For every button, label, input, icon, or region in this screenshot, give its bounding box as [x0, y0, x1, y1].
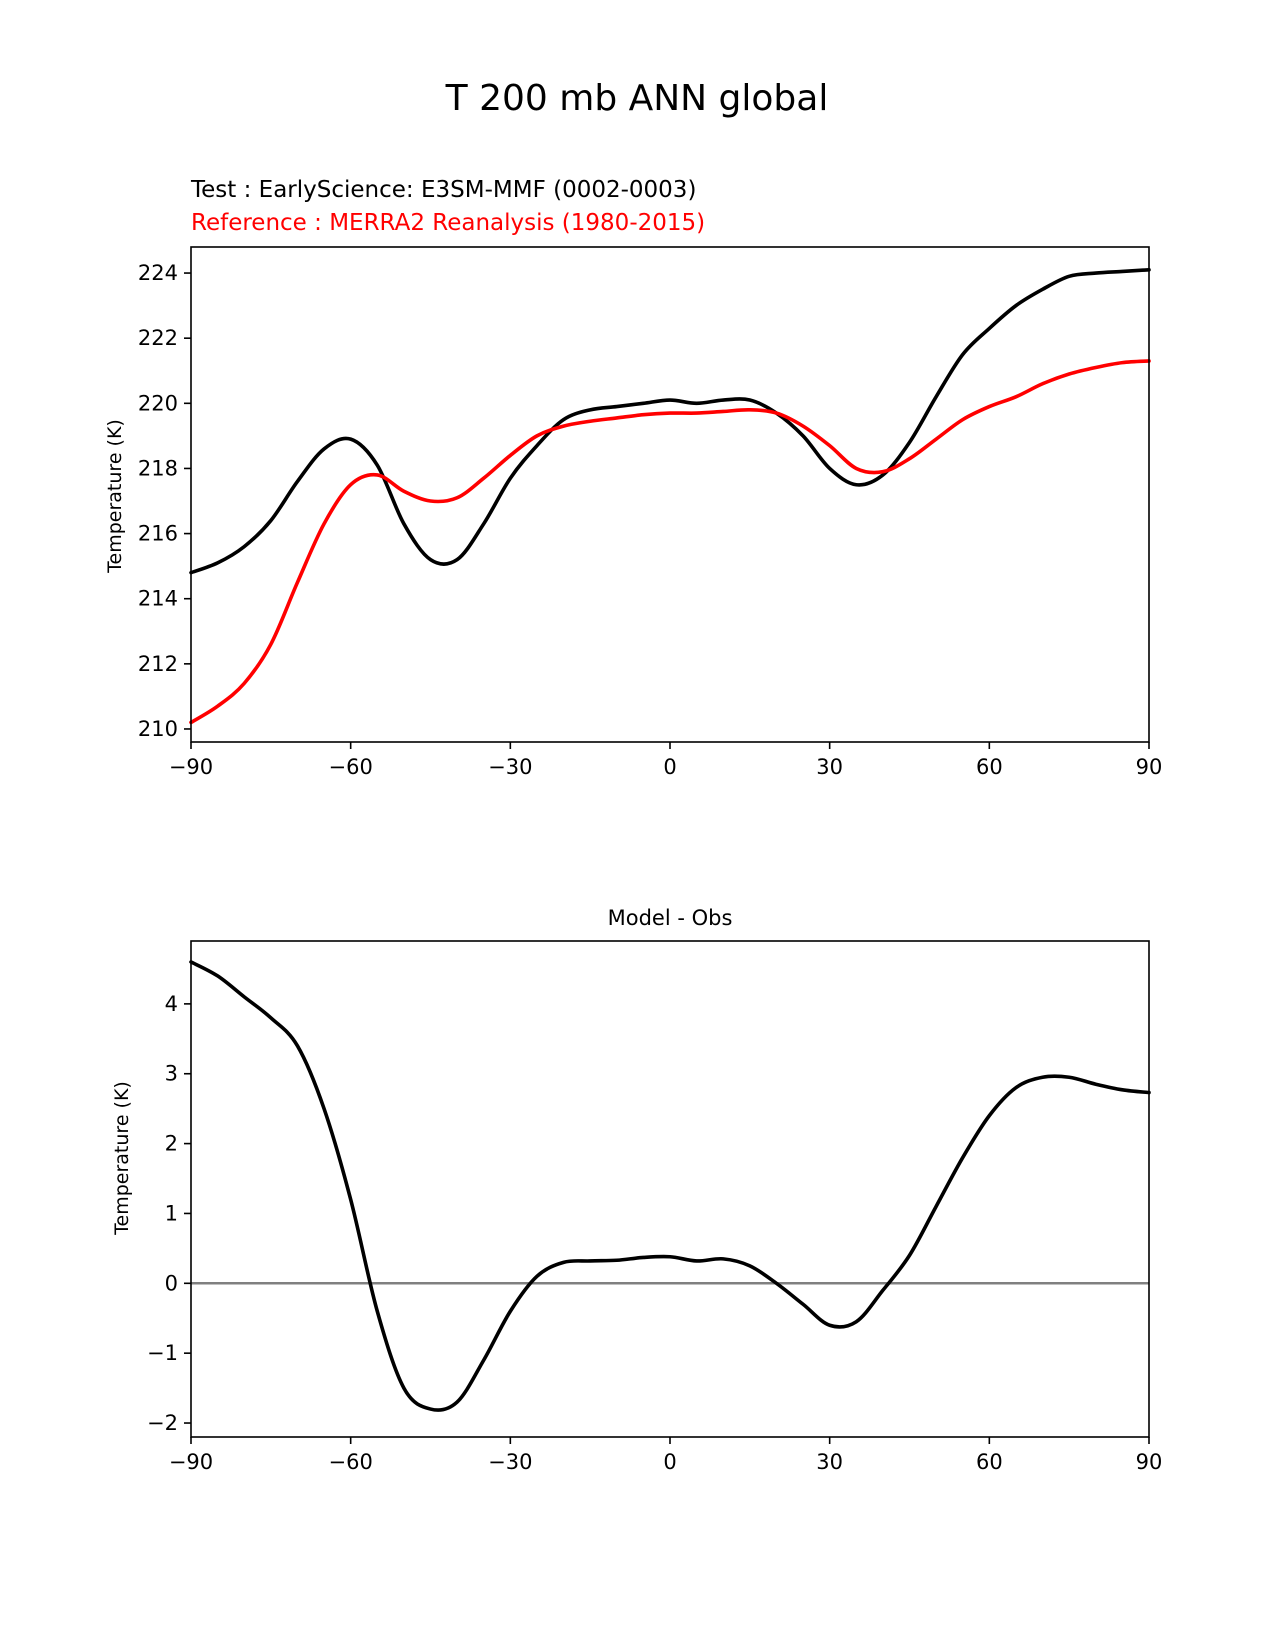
bottom-x-tick-label: −60: [329, 1450, 373, 1474]
top-x-tick-label: −60: [329, 755, 373, 779]
top-panel: Test : EarlyScience: E3SM-MMF (0002-0003…: [104, 177, 1162, 779]
bottom-plot-area: −90 −60 −30 0 30 60 90 −2 −1 0 1 2 3 4: [147, 940, 1163, 1474]
bottom-axes-frame: [190, 940, 1150, 1438]
bottom-y-tick-label: −1: [147, 1341, 178, 1365]
bottom-y-tick-label: 0: [165, 1271, 178, 1295]
top-y-tick-label: 216: [138, 522, 178, 546]
top-x-tick-label: 30: [816, 755, 843, 779]
top-plot-area: −90 −60 −30 0 30 60 90 210 212 214 216 218 220 222 224: [138, 246, 1163, 779]
bottom-y-tick-label: 4: [165, 992, 178, 1016]
top-y-tick-label: 220: [138, 391, 178, 415]
top-axes-frame: [190, 246, 1150, 743]
top-y-axis-label: Temperature (K): [104, 419, 126, 574]
bottom-x-tick-label: 30: [816, 1450, 843, 1474]
bottom-x-tick-label: 0: [663, 1450, 676, 1474]
top-y-tick-label: 224: [138, 261, 178, 285]
top-x-tick-label: 60: [976, 755, 1003, 779]
bottom-y-axis-label: Temperature (K): [111, 1081, 133, 1236]
bottom-x-tick-label: −90: [169, 1450, 213, 1474]
bottom-panel-title: Model - Obs: [608, 906, 733, 930]
bottom-y-tick-label: 3: [165, 1062, 178, 1086]
top-y-tick-label: 212: [138, 652, 178, 676]
bottom-y-tick-label: −2: [147, 1411, 178, 1435]
top-y-tick-label: 210: [138, 717, 178, 741]
top-series-line-reference: [189, 359, 1151, 725]
reference-label: Reference : MERRA2 Reanalysis (1980-2015…: [191, 210, 705, 236]
top-y-tick-label: 218: [138, 456, 178, 480]
top-x-tick-label: 0: [663, 755, 676, 779]
top-x-tick-label: 90: [1136, 755, 1163, 779]
bottom-panel: Model - Obs −90 −60 −30 0 30 60 90 −2 −1 0 1 2 3 4 Te…: [111, 906, 1162, 1474]
top-y-tick-label: 222: [138, 326, 178, 350]
top-x-tick-label: −30: [488, 755, 532, 779]
bottom-x-tick-label: 60: [976, 1450, 1003, 1474]
top-x-tick-label: −90: [169, 755, 213, 779]
bottom-x-tick-label: −30: [488, 1450, 532, 1474]
bottom-y-tick-label: 2: [165, 1132, 178, 1156]
top-y-tick-label: 214: [138, 587, 178, 611]
figure-title: T 200 mb ANN global: [445, 78, 829, 119]
bottom-x-tick-label: 90: [1136, 1450, 1163, 1474]
bottom-y-tick-label: 1: [165, 1201, 178, 1225]
test-label: Test : EarlyScience: E3SM-MMF (0002-0003…: [190, 177, 696, 203]
top-series-line-test: [189, 268, 1151, 575]
bottom-series-line-model-obs: [189, 960, 1151, 1412]
